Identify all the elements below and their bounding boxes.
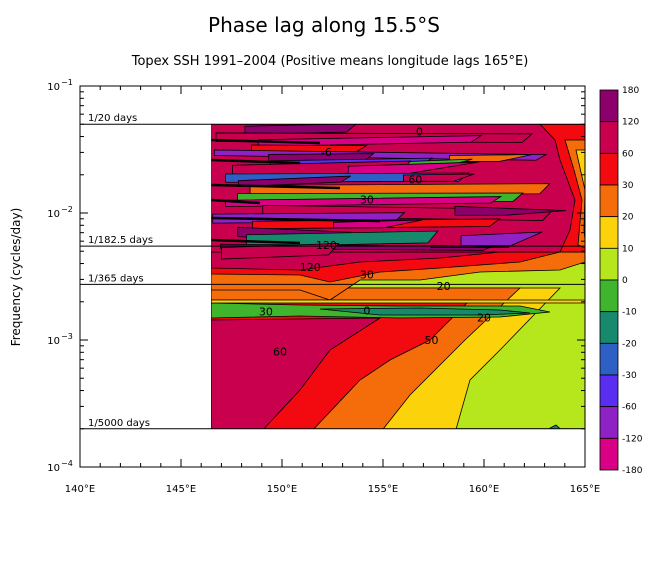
colorbar-swatch — [599, 437, 619, 471]
y-tick-label: 10 — [47, 82, 60, 93]
colorbar-label: -10 — [622, 308, 637, 318]
contour-region-hf — [402, 173, 475, 182]
colorbar-label: 30 — [622, 181, 634, 191]
colorbar-label: -60 — [622, 403, 637, 413]
contour-label: 60 — [408, 174, 422, 187]
contour-label: 120 — [316, 239, 337, 252]
y-tick-exponent: −2 — [61, 205, 73, 214]
y-tick-label: 10 — [47, 463, 60, 474]
contour-label: 120 — [300, 261, 321, 274]
y-tick-exponent: −4 — [61, 459, 73, 468]
reference-line-label: 1/365 days — [88, 273, 144, 284]
plot-area: 60 50 20 30 0 30 20 120 120 30 60 -6 0 — [211, 124, 586, 429]
y-tick-label: 10 — [47, 336, 60, 347]
contour-label: 0 — [363, 304, 370, 317]
contour-line — [211, 138, 321, 145]
contour-region-hf — [460, 231, 543, 246]
contour-region-hf — [454, 205, 567, 216]
x-tick-label: 160°E — [469, 484, 499, 495]
contour-label: -6 — [321, 146, 332, 159]
reference-line-label: 1/182.5 days — [88, 235, 153, 246]
colorbar-swatch — [599, 247, 619, 281]
contour-region-neg-10 — [319, 307, 531, 316]
colorbar-label: -180 — [622, 466, 643, 476]
x-tick-label: 155°E — [368, 484, 398, 495]
colorbar-swatch — [599, 216, 619, 249]
contour-region-hf — [333, 219, 423, 229]
colorbar-label: 20 — [622, 213, 634, 223]
x-tick-label: 165°E — [570, 484, 600, 495]
x-tick-label: 150°E — [267, 484, 297, 495]
x-tick-label: 140°E — [65, 484, 95, 495]
y-tick-exponent: −1 — [61, 78, 73, 87]
y-axis-label: Frequency (cycles/day) — [9, 208, 23, 347]
colorbar-label: 60 — [622, 149, 634, 159]
colorbar-swatch — [599, 121, 619, 154]
x-tick-label: 145°E — [166, 484, 196, 495]
contour-line — [211, 216, 381, 223]
colorbar-label: -120 — [622, 434, 643, 444]
contour-line — [211, 238, 301, 245]
contour-region-hf — [225, 196, 503, 208]
contour-line — [211, 158, 301, 165]
colorbar-swatch — [599, 184, 619, 218]
y-tick-exponent: −3 — [61, 332, 73, 341]
colorbar-swatch — [599, 406, 619, 439]
colorbar-swatch — [599, 342, 619, 376]
colorbar-swatch — [599, 279, 619, 313]
contour-region-hf — [221, 242, 340, 260]
y-tick-label: 10 — [47, 209, 60, 220]
contour-line — [211, 198, 261, 205]
contour-label: 30 — [360, 269, 374, 282]
colorbar-label: 120 — [622, 118, 639, 128]
phase-field — [211, 124, 586, 429]
contour-label: 0 — [416, 126, 423, 139]
axes: 1/20 days 1/182.5 days 1/365 days 1/5000 da… — [47, 78, 600, 495]
contour-line — [211, 183, 341, 190]
chart-title: Phase lag along 15.5°S — [208, 13, 440, 37]
chart-subtitle: Topex SSH 1991–2004 (Positive means long… — [131, 54, 529, 69]
contour-label: 50 — [424, 334, 438, 347]
colorbar-swatch — [599, 374, 619, 408]
contour-label: 20 — [477, 311, 491, 324]
colorbar-swatch — [599, 89, 619, 123]
reference-line-label: 1/20 days — [88, 113, 137, 124]
colorbar-label: 10 — [622, 244, 634, 254]
colorbar-swatch — [599, 152, 619, 186]
contour-region-neg — [549, 424, 561, 429]
contour-label: 30 — [360, 194, 374, 207]
reference-line-label: 1/5000 days — [88, 418, 150, 429]
colorbar-label: -20 — [622, 339, 637, 349]
colorbar-label: -30 — [622, 371, 637, 381]
colorbar-label: 180 — [622, 86, 639, 96]
contour-region-10-20 — [211, 299, 586, 304]
colorbar-label: 0 — [622, 276, 628, 286]
colorbar: 180 120 60 30 20 10 0 -10 -20 -30 -60 -120 -180 — [599, 86, 643, 476]
plot-frame — [79, 85, 586, 468]
contour-label: 30 — [259, 305, 273, 318]
contour-label: 60 — [273, 345, 287, 358]
colorbar-swatch — [599, 311, 619, 344]
contour-label: 20 — [437, 280, 451, 293]
